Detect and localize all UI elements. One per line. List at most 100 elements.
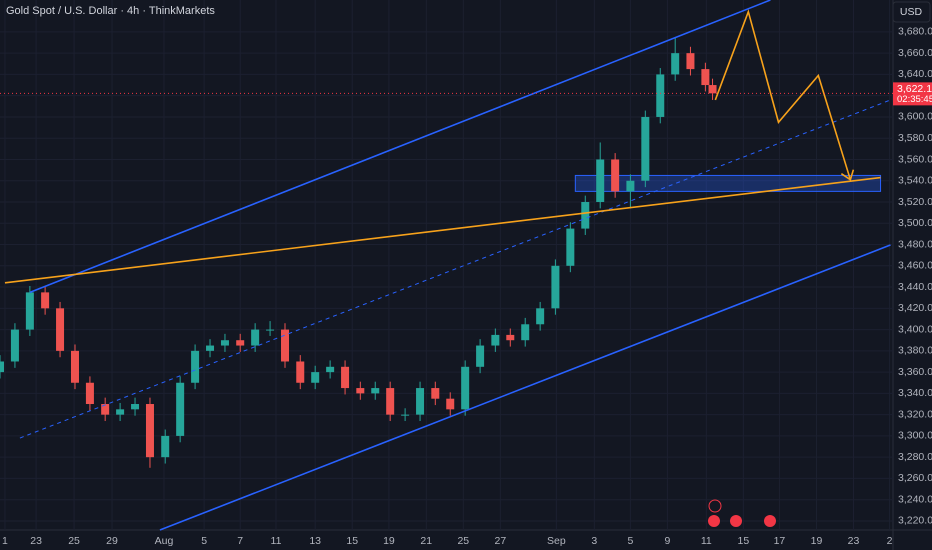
candle-body	[431, 388, 440, 399]
y-tick-label: 3,280.00	[898, 451, 932, 463]
candle-body	[708, 85, 717, 94]
candle-body	[656, 74, 665, 117]
price-tag-countdown: 02:35:45	[897, 94, 932, 105]
candle-body	[176, 382, 185, 436]
event-icon	[764, 515, 776, 527]
candle-body	[356, 388, 365, 394]
x-tick-label: 1	[2, 535, 8, 547]
x-tick-label: 17	[774, 535, 786, 547]
candle-body	[145, 404, 154, 458]
event-icon	[730, 515, 742, 527]
candle-body	[686, 53, 695, 70]
candle-body	[25, 292, 34, 330]
candle-body	[446, 398, 455, 410]
y-tick-label: 3,400.00	[898, 323, 932, 335]
drawing-line	[29, 0, 771, 294]
x-tick-label: 21	[420, 535, 432, 547]
candle-body	[251, 329, 260, 346]
currency: USD	[900, 6, 923, 18]
drawing-line	[4, 176, 881, 284]
candle-body	[596, 159, 605, 203]
y-tick-label: 3,680.00	[898, 26, 932, 38]
candle-body	[416, 388, 425, 415]
candle-body	[491, 334, 500, 346]
y-tick-label: 3,500.00	[898, 217, 932, 229]
y-tick-label: 3,360.00	[898, 366, 932, 378]
y-tick-label: 3,420.00	[898, 302, 932, 314]
y-tick-label: 3,540.00	[898, 175, 932, 187]
chart-title: Gold Spot / U.S. Dollar · 4h · ThinkMark…	[6, 5, 215, 17]
plot	[0, 0, 893, 531]
x-tick-label: 3	[591, 535, 597, 547]
y-tick-label: 3,520.00	[898, 196, 932, 208]
x-tick-label: 7	[237, 535, 243, 547]
y-tick-label: 3,460.00	[898, 260, 932, 272]
currency-box[interactable]	[892, 1, 931, 23]
x-tick-label: 29	[106, 535, 118, 547]
candle-body	[326, 366, 335, 373]
y-tick-label: 3,580.00	[898, 132, 932, 144]
candle-body	[85, 382, 94, 405]
candle-body	[476, 345, 485, 367]
candle-body	[521, 324, 530, 341]
y-tick-label: 3,300.00	[898, 430, 932, 442]
y-tick-label: 3,600.00	[898, 111, 932, 123]
price-tag-value: 3,622.19	[897, 83, 932, 95]
y-tick-label: 3,560.00	[898, 153, 932, 165]
candle-body	[626, 180, 635, 192]
candle-body	[701, 69, 710, 86]
candle-body	[70, 350, 79, 383]
event-icons	[708, 499, 776, 527]
y-tick-label: 3,240.00	[898, 493, 932, 505]
x-tick-label: 15	[346, 535, 358, 547]
x-tick-label: Sep	[547, 535, 566, 547]
x-tick-label: Aug	[155, 535, 174, 547]
y-tick-label: 3,340.00	[898, 387, 932, 399]
arrow-head	[840, 169, 855, 181]
candle-body	[161, 435, 170, 458]
candle-body	[296, 361, 305, 383]
y-tick-label: 3,480.00	[898, 238, 932, 250]
drawing-line	[714, 9, 852, 180]
candle-body	[266, 329, 275, 331]
y-tick-label: 3,260.00	[898, 472, 932, 484]
event-icon	[708, 515, 720, 527]
candle-body	[41, 292, 50, 309]
candle-body	[536, 308, 545, 325]
candle-body	[371, 388, 380, 394]
y-tick-label: 3,220.00	[898, 515, 932, 527]
candle-body	[611, 159, 620, 192]
x-tick-label: 23	[848, 535, 860, 547]
candle-body	[551, 265, 560, 309]
candle-body	[10, 329, 19, 362]
candle-body	[236, 340, 245, 346]
candle-body	[566, 228, 575, 266]
x-tick-label: 5	[627, 535, 633, 547]
candle-body	[101, 404, 110, 415]
candle-body	[401, 414, 410, 416]
y-tick-label: 3,440.00	[898, 281, 932, 293]
y-tick-label: 3,640.00	[898, 68, 932, 80]
candle-body	[341, 366, 350, 389]
x-tick-label: 27	[494, 535, 506, 547]
candle-body	[386, 388, 395, 415]
candle-body	[220, 340, 229, 346]
candle-body	[131, 404, 140, 410]
candle-body	[191, 350, 200, 383]
drawing-line	[19, 99, 891, 439]
x-tick-label: 19	[383, 535, 395, 547]
candle-body	[461, 366, 470, 410]
x-tick-label: 2	[887, 535, 893, 547]
x-tick-label: 11	[271, 535, 282, 547]
x-tick-label: 19	[811, 535, 823, 547]
x-tick-label: 23	[30, 535, 42, 547]
candle-body	[311, 372, 320, 383]
candle-body	[0, 361, 4, 373]
x-tick-label: 9	[664, 535, 670, 547]
y-tick-label: 3,320.00	[898, 408, 932, 420]
x-tick-label: 5	[201, 535, 207, 547]
candle-body	[116, 409, 125, 415]
